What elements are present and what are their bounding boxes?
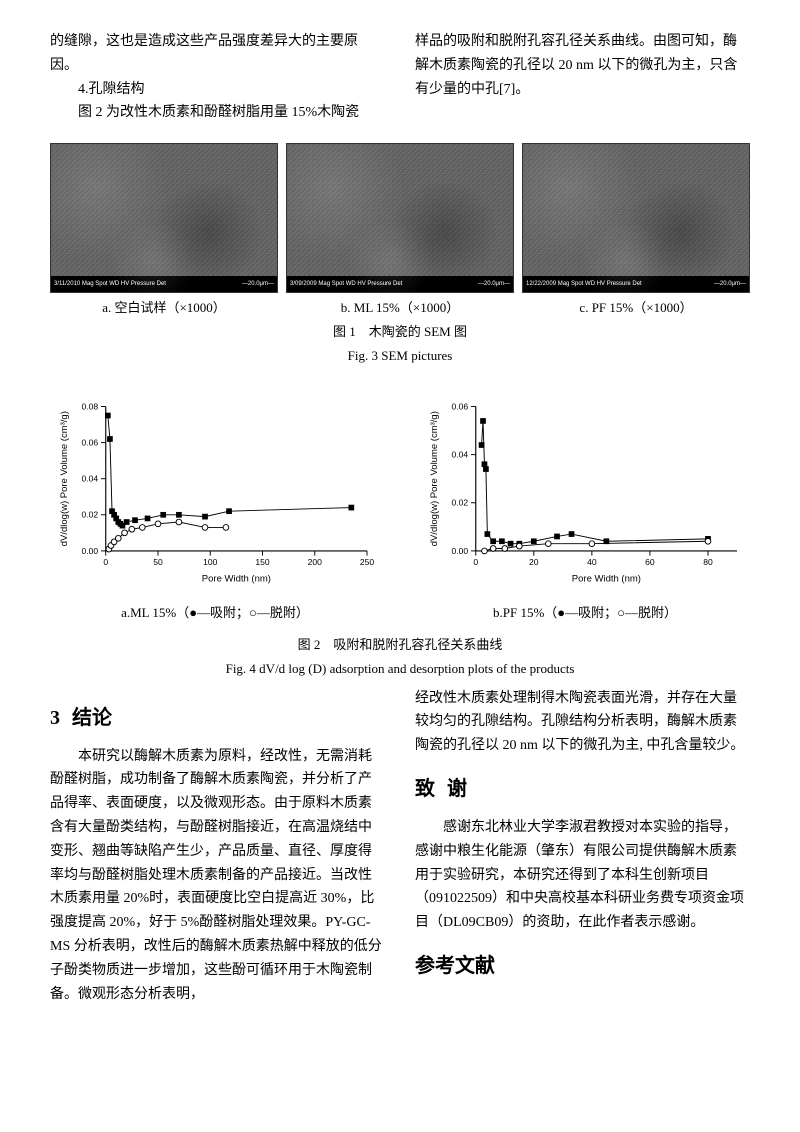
top-left-p2: 4.孔隙结构 [50,78,385,102]
svg-text:40: 40 [587,558,597,568]
chart-cell-a: 0 50 100 150 200 250 0.00 0.02 0.04 0.06 0.08 Pore … [50,397,380,624]
svg-text:150: 150 [255,558,270,568]
chart-caption-a: a.ML 15%（●—吸附；○—脱附） [50,602,380,624]
ack-heading: 致谢 [415,772,750,806]
conclusion-p: 本研究以酶解木质素为原料，经改性，无需消耗酚醛树脂，成功制备了酶解木质素陶瓷，并… [50,745,385,1007]
svg-text:200: 200 [308,558,323,568]
svg-text:50: 50 [153,558,163,568]
sem-image-b: 3/09/2009 Mag Spot WD HV Pressure Det —2… [286,143,514,293]
sem-caption-a: a. 空白试样（×1000） [50,297,278,319]
sem-bar-right-c: —20.0μm— [714,279,746,289]
chart-caption-b: b.PF 15%（●—吸附；○—脱附） [420,602,750,624]
sem-figure-row: 3/11/2010 Mag Spot WD HV Pressure Det —2… [50,143,750,367]
svg-text:0: 0 [473,558,478,568]
conclusion-cont-p: 经改性木质素处理制得木陶瓷表面光滑，并存在大量较均匀的孔隙结构。孔隙结构分析表明… [415,687,750,758]
svg-text:0.00: 0.00 [452,546,469,556]
chart-cell-b: 0 20 40 60 80 0.00 0.02 0.04 0.06 Pore Width (nm)… [420,397,750,624]
svg-text:dV/dlog(w) Pore Volume (cm³/g): dV/dlog(w) Pore Volume (cm³/g) [59,412,70,547]
svg-text:60: 60 [645,558,655,568]
svg-text:0.02: 0.02 [82,510,99,520]
svg-text:dV/dlog(w) Pore Volume (cm³/g): dV/dlog(w) Pore Volume (cm³/g) [429,412,440,547]
top-left-p3: 图 2 为改性木质素和酚醛树脂用量 15%木陶瓷 [50,101,385,125]
top-left-p1: 的缝隙，这也是造成这些产品强度差异大的主要原因。 [50,30,385,78]
sem-bar-left-c: 12/22/2009 Mag Spot WD HV Pressure Det [526,279,642,289]
svg-text:0.06: 0.06 [82,438,99,448]
chart-a: 0 50 100 150 200 250 0.00 0.02 0.04 0.06 0.08 Pore … [50,397,380,587]
sem-info-bar-a: 3/11/2010 Mag Spot WD HV Pressure Det —2… [51,276,277,292]
svg-text:Pore Width (nm): Pore Width (nm) [202,574,271,585]
bottom-text-columns: 3 结论 本研究以酶解木质素为原料，经改性，无需消耗酚醛树脂，成功制备了酶解木质素… [50,687,750,1007]
svg-text:0.00: 0.00 [82,546,99,556]
svg-text:0.08: 0.08 [82,402,99,412]
svg-text:0.04: 0.04 [452,450,469,460]
svg-text:Pore Width (nm): Pore Width (nm) [572,574,641,585]
svg-text:100: 100 [203,558,218,568]
bottom-left-col: 3 结论 本研究以酶解木质素为原料，经改性，无需消耗酚醛树脂，成功制备了酶解木质素… [50,687,385,1007]
ack-p: 感谢东北林业大学李淑君教授对本实验的指导，感谢中粮生化能源（肇东）有限公司提供酶… [415,816,750,935]
section-3-title: 结论 [72,707,112,729]
svg-text:0.02: 0.02 [452,498,469,508]
sem-info-bar-b: 3/09/2009 Mag Spot WD HV Pressure Det —2… [287,276,513,292]
chart-fig-caption-cn: 图 2 吸附和脱附孔容孔径关系曲线 [50,634,750,656]
sem-cell-c: 12/22/2009 Mag Spot WD HV Pressure Det —… [522,143,750,367]
svg-text:80: 80 [703,558,713,568]
svg-text:20: 20 [529,558,539,568]
chart-fig-caption-en: Fig. 4 dV/d log (D) adsorption and desor… [50,658,750,680]
svg-text:0.04: 0.04 [82,474,99,484]
top-text-columns: 的缝隙，这也是造成这些产品强度差异大的主要原因。 4.孔隙结构 图 2 为改性木… [50,30,750,125]
section-3-heading: 3 结论 [50,701,385,735]
sem-cell-b: 3/09/2009 Mag Spot WD HV Pressure Det —2… [286,143,514,367]
sem-caption-b: b. ML 15%（×1000） [286,297,514,319]
svg-text:0.06: 0.06 [452,402,469,412]
sem-cell-a: 3/11/2010 Mag Spot WD HV Pressure Det —2… [50,143,278,367]
top-right-p1: 样品的吸附和脱附孔容孔径关系曲线。由图可知，酶解木质素陶瓷的孔径以 20 nm … [415,30,750,101]
top-left-col: 的缝隙，这也是造成这些产品强度差异大的主要原因。 4.孔隙结构 图 2 为改性木… [50,30,385,125]
sem-bar-right-a: —20.0μm— [242,279,274,289]
svg-text:0: 0 [103,558,108,568]
sem-fig-caption-en: Fig. 3 SEM pictures [286,345,514,367]
sem-fig-caption-cn: 图 1 木陶瓷的 SEM 图 [286,321,514,343]
sem-image-a: 3/11/2010 Mag Spot WD HV Pressure Det —2… [50,143,278,293]
sem-bar-left-b: 3/09/2009 Mag Spot WD HV Pressure Det [290,279,402,289]
bottom-right-col: 经改性木质素处理制得木陶瓷表面光滑，并存在大量较均匀的孔隙结构。孔隙结构分析表明… [415,687,750,1007]
sem-info-bar-c: 12/22/2009 Mag Spot WD HV Pressure Det —… [523,276,749,292]
sem-caption-c: c. PF 15%（×1000） [522,297,750,319]
section-3-num: 3 [50,707,60,729]
ref-heading: 参考文献 [415,949,750,983]
top-right-col: 样品的吸附和脱附孔容孔径关系曲线。由图可知，酶解木质素陶瓷的孔径以 20 nm … [415,30,750,125]
sem-bar-left-a: 3/11/2010 Mag Spot WD HV Pressure Det [54,279,166,289]
sem-bar-right-b: —20.0μm— [478,279,510,289]
chart-b: 0 20 40 60 80 0.00 0.02 0.04 0.06 Pore Width (nm)… [420,397,750,587]
svg-text:250: 250 [360,558,375,568]
chart-row: 0501001502002500.000.020.040.060.08Pore … [50,397,750,624]
sem-image-c: 12/22/2009 Mag Spot WD HV Pressure Det —… [522,143,750,293]
